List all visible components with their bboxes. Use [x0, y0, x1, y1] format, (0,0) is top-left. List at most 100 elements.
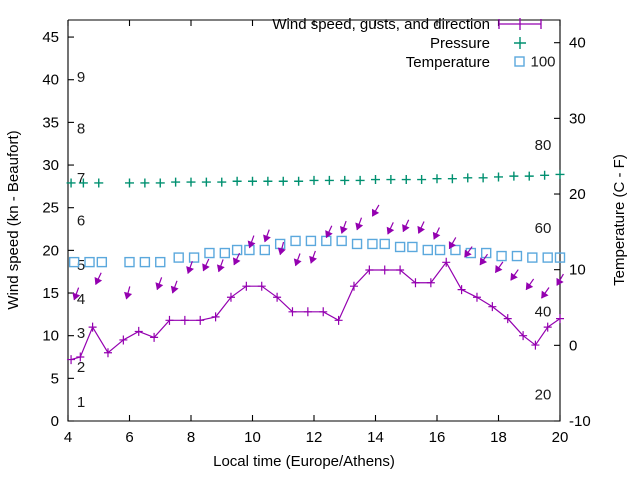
wind-direction-arrow [216, 259, 225, 273]
temperature-point [290, 235, 301, 247]
fahrenheit-label: 40 [535, 303, 552, 320]
y-tick-label: 45 [42, 29, 59, 46]
y2-tick-label: -10 [569, 413, 591, 430]
wind-speed-point [349, 281, 358, 291]
pressure-point [125, 178, 134, 188]
wind-speed-point [165, 315, 174, 325]
wind-speed-point [303, 307, 312, 317]
x-tick-label: 6 [125, 429, 133, 446]
y2-axis-ticks: -10 0 10 20 30 40 [554, 35, 591, 430]
temperature-point [188, 252, 200, 263]
temperature-point [394, 241, 406, 253]
wind-direction-arrow [339, 220, 348, 234]
wind-speed-point [543, 322, 552, 332]
temperature-point [542, 252, 553, 263]
wind-speed-point [556, 314, 564, 324]
temperature-point [68, 256, 80, 268]
pressure-point [432, 174, 442, 184]
series-wind-speed [67, 257, 564, 365]
pressure-point [478, 173, 488, 183]
pressure-point [340, 175, 350, 185]
y-tick-label: 25 [42, 200, 59, 217]
wind-direction-arrow [402, 219, 410, 233]
legend-label-pressure: Pressure [430, 35, 490, 52]
pressure-point [186, 177, 196, 187]
wind-speed-point [103, 348, 112, 358]
pressure-point [171, 177, 181, 187]
temperature-point [305, 235, 317, 247]
wind-direction-arrow [464, 246, 473, 258]
temperature-point [407, 241, 418, 253]
fahrenheit-label: 80 [535, 137, 552, 154]
y2-tick-label: 10 [569, 262, 586, 279]
wind-direction-arrow [72, 287, 81, 301]
pressure-point [140, 178, 150, 188]
legend: Wind speed, gusts, and direction Pressur… [272, 16, 542, 71]
x-tick-label: 12 [306, 429, 323, 446]
wind-speed-point [211, 312, 220, 322]
temperature-point [219, 247, 231, 259]
series-temperature [68, 235, 566, 268]
x-axis-title: Local time (Europe/Athens) [213, 453, 395, 470]
wind-direction-arrow [309, 250, 317, 264]
wind-speed-point [334, 315, 343, 325]
series-wind-direction-arrows [72, 204, 564, 301]
temperature-point [351, 238, 363, 250]
legend-label-temperature: Temperature [406, 54, 490, 71]
beaufort-label: 6 [77, 213, 85, 230]
x-tick-label: 14 [367, 429, 384, 446]
pressure-point [524, 171, 534, 181]
wind-speed-point [196, 315, 205, 325]
wind-speed-point [226, 292, 235, 302]
wind-speed-point [242, 281, 251, 291]
pressure-point [447, 174, 457, 184]
temperature-point [139, 256, 151, 268]
temperature-point [511, 250, 523, 262]
wind-speed-point [457, 285, 466, 295]
temperature-point [379, 238, 390, 250]
y-tick-label: 20 [42, 242, 59, 259]
wind-direction-arrow [432, 227, 441, 240]
temperature-point [173, 252, 184, 263]
y-tick-label: 0 [51, 413, 59, 430]
beaufort-label: 9 [77, 69, 85, 86]
wind-speed-point [426, 278, 435, 288]
pressure-point [94, 178, 104, 188]
wind-direction-arrow [386, 222, 395, 235]
wind-direction-arrow [155, 277, 164, 291]
wind-direction-arrow [170, 280, 179, 294]
y-tick-label: 15 [42, 285, 59, 302]
fahrenheit-scale-labels: 20 40 60 80 100 [530, 54, 555, 404]
temperature-point [496, 250, 507, 262]
wind-speed-point [76, 352, 85, 362]
wind-direction-arrow [124, 286, 133, 300]
wind-direction-arrow [355, 217, 364, 231]
y-axis-ticks: 0 5 10 15 20 25 30 35 40 45 [42, 29, 74, 430]
wind-speed-point [257, 281, 266, 291]
temperature-point [481, 247, 492, 259]
pressure-point [324, 175, 334, 185]
beaufort-label: 4 [77, 291, 85, 308]
pressure-point [371, 175, 380, 185]
legend-swatch-temperature [514, 56, 525, 67]
x-tick-label: 20 [552, 429, 569, 446]
wind-speed-point [273, 292, 282, 302]
wind-speed-point [88, 322, 97, 332]
wind-direction-arrow [94, 272, 103, 286]
wind-direction-arrow [232, 252, 241, 266]
legend-label-wind: Wind speed, gusts, and direction [272, 16, 490, 33]
y-tick-label: 40 [42, 72, 59, 89]
temperature-point [259, 244, 270, 256]
pressure-point [294, 176, 304, 186]
x-tick-label: 16 [429, 429, 446, 446]
wind-direction-arrow [371, 204, 380, 217]
temperature-point [231, 244, 243, 256]
temperature-point [96, 256, 108, 268]
legend-swatch-wind [498, 18, 542, 30]
wind-speed-point [519, 331, 528, 341]
x-tick-label: 10 [244, 429, 261, 446]
wind-direction-arrow [263, 229, 271, 243]
wind-direction-arrow [417, 221, 425, 234]
wind-direction-arrow [325, 225, 333, 239]
